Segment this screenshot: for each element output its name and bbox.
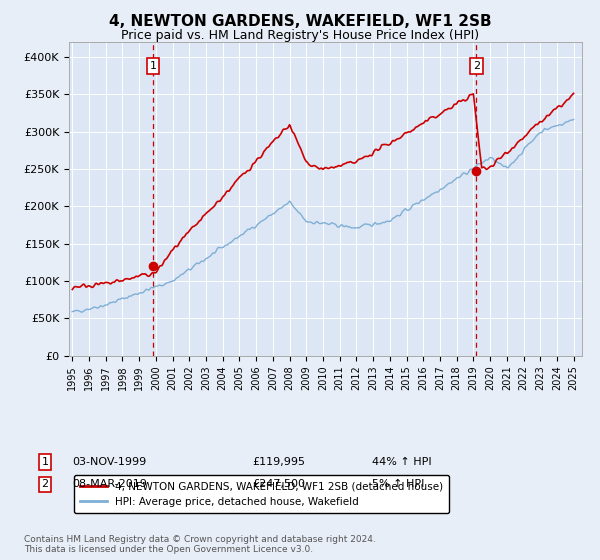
Text: 44% ↑ HPI: 44% ↑ HPI <box>372 457 431 467</box>
Legend: 4, NEWTON GARDENS, WAKEFIELD, WF1 2SB (detached house), HPI: Average price, deta: 4, NEWTON GARDENS, WAKEFIELD, WF1 2SB (d… <box>74 475 449 513</box>
Text: £119,995: £119,995 <box>252 457 305 467</box>
Text: 1: 1 <box>149 61 157 71</box>
Text: 4, NEWTON GARDENS, WAKEFIELD, WF1 2SB: 4, NEWTON GARDENS, WAKEFIELD, WF1 2SB <box>109 14 491 29</box>
Text: 08-MAR-2019: 08-MAR-2019 <box>72 479 147 489</box>
Text: 03-NOV-1999: 03-NOV-1999 <box>72 457 146 467</box>
Text: 1: 1 <box>41 457 49 467</box>
Text: Contains HM Land Registry data © Crown copyright and database right 2024.
This d: Contains HM Land Registry data © Crown c… <box>24 535 376 554</box>
Text: Price paid vs. HM Land Registry's House Price Index (HPI): Price paid vs. HM Land Registry's House … <box>121 29 479 42</box>
Text: £247,500: £247,500 <box>252 479 305 489</box>
Text: 2: 2 <box>41 479 49 489</box>
Text: 5% ↑ HPI: 5% ↑ HPI <box>372 479 424 489</box>
Text: 2: 2 <box>473 61 480 71</box>
